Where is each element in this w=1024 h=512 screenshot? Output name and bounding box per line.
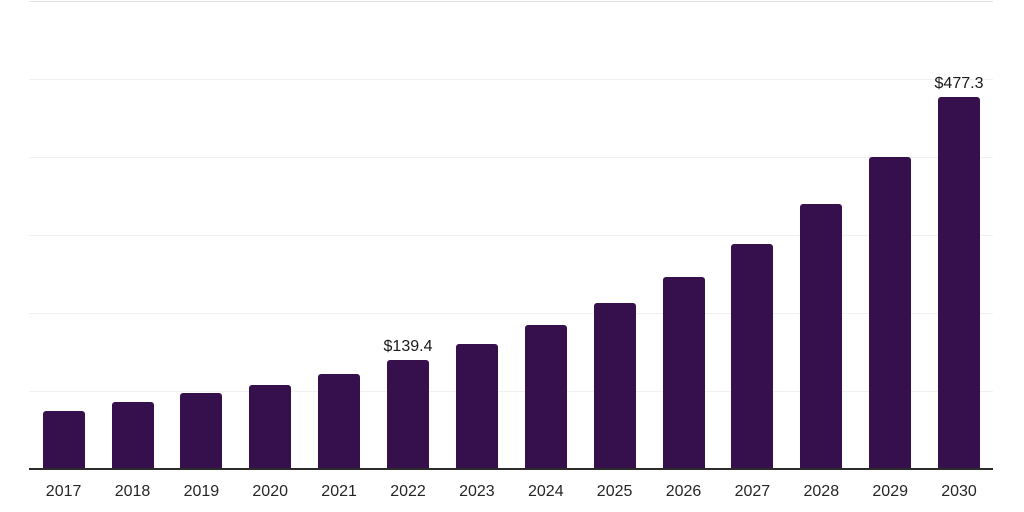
- value-label-2022: $139.4: [383, 338, 433, 356]
- bar-2024: [524, 324, 567, 469]
- x-tick-label-2021: 2021: [321, 483, 357, 500]
- gridline-400: [29, 157, 993, 158]
- x-tick-label-2028: 2028: [803, 483, 840, 500]
- x-tick-label-2027: 2027: [734, 483, 771, 500]
- x-axis-line: [29, 468, 993, 470]
- x-tick-label-2019: 2019: [183, 483, 220, 500]
- bar-2028: [800, 204, 843, 469]
- gridline-100: [29, 391, 993, 392]
- gridline-300: [29, 235, 993, 236]
- bar-2025: [593, 303, 636, 469]
- bar-2029: [869, 156, 912, 469]
- bar-2023: [455, 343, 498, 469]
- bar-2027: [731, 244, 774, 469]
- bar-2030: [938, 96, 980, 469]
- bar-2026: [662, 276, 705, 469]
- x-tick-label-2029: 2029: [872, 483, 908, 500]
- x-tick-label-2026: 2026: [665, 483, 702, 500]
- bar-2018: [111, 401, 154, 469]
- x-tick-label-2025: 2025: [596, 483, 633, 500]
- x-tick-label-2024: 2024: [528, 483, 564, 500]
- bar-2019: [180, 392, 223, 469]
- x-tick-label-2017: 2017: [45, 483, 82, 500]
- bar-2021: [318, 373, 361, 469]
- bar-2022: [387, 360, 429, 469]
- bar-2017: [42, 410, 85, 469]
- gridline-200: [29, 313, 993, 314]
- x-tick-label-2022: 2022: [390, 483, 426, 500]
- bar-2020: [249, 385, 292, 469]
- plot-top-border: [29, 1, 993, 2]
- x-tick-label-2020: 2020: [252, 483, 288, 500]
- gridline-500: [29, 79, 993, 80]
- x-tick-label-2030: 2030: [941, 483, 977, 500]
- x-tick-label-2018: 2018: [114, 483, 151, 500]
- x-tick-label-2023: 2023: [459, 483, 495, 500]
- value-label-2030: $477.3: [934, 74, 984, 92]
